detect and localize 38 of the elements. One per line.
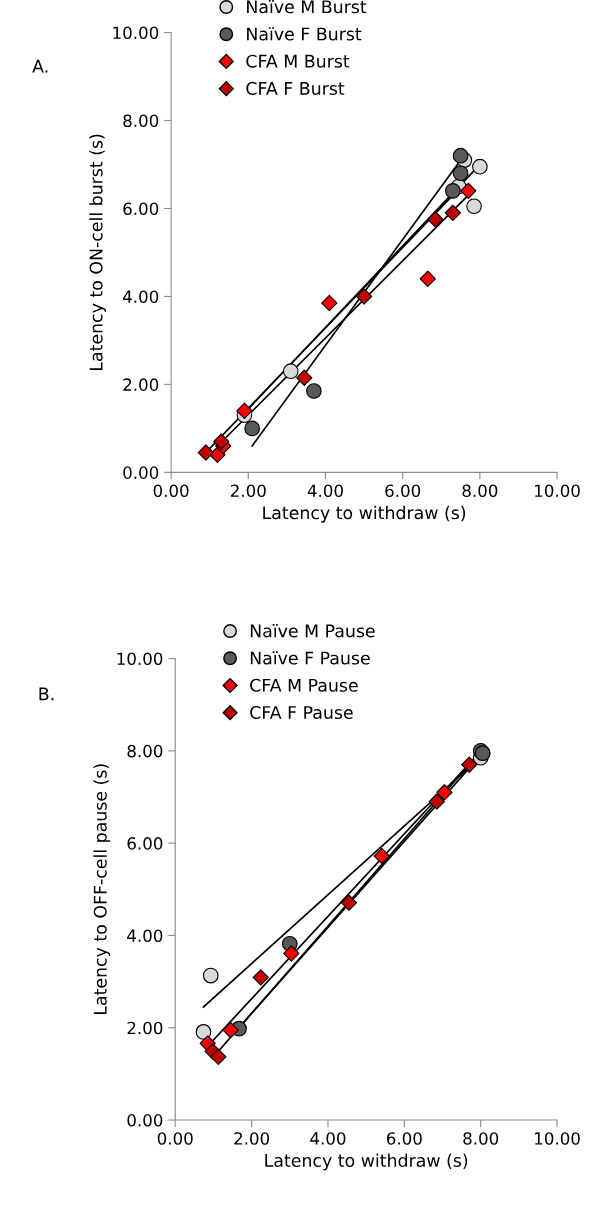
y-tick-label: 2.00 (123, 378, 159, 391)
x-tick-label: 10.00 (535, 484, 580, 498)
y-tick-label: 10.00 (113, 26, 159, 40)
y-tick-label: 10.00 (117, 652, 163, 666)
legend-label: CFA F Burst (246, 81, 345, 95)
x-tick-label: 8.00 (462, 484, 498, 498)
y-tick-label: 8.00 (123, 114, 159, 128)
legend-label: Naïve F Burst (247, 27, 362, 41)
legend-label: Naïve M Burst (247, 0, 367, 14)
y-axis-title: Latency to OFF-cell pause (s) (93, 764, 111, 1015)
x-tick-label: 6.00 (385, 484, 421, 498)
y-tick-label: 0.00 (123, 466, 159, 479)
y-axis-title: Latency to ON-cell burst (s) (89, 134, 107, 370)
x-axis-title: Latency to withdraw (s) (265, 1153, 468, 1171)
x-tick-label: 0.00 (153, 484, 189, 498)
x-tick-label: 0.00 (157, 1132, 193, 1145)
y-tick-label: 6.00 (123, 202, 159, 216)
x-tick-label: 6.00 (386, 1132, 422, 1145)
x-tick-label: 2.00 (230, 484, 266, 498)
y-tick-label: 0.00 (127, 1114, 163, 1127)
x-tick-label: 4.00 (307, 484, 343, 498)
legend-label: CFA M Burst (246, 54, 350, 68)
text: B. (39, 687, 54, 701)
x-axis-title: Latency to withdraw (s) (263, 505, 466, 523)
text: A. (32, 59, 48, 73)
y-tick-label: 4.00 (127, 929, 163, 943)
y-tick-label: 6.00 (127, 837, 163, 850)
legend-label: Naïve F Pause (250, 651, 370, 665)
x-tick-label: 8.00 (463, 1132, 499, 1145)
y-tick-label: 4.00 (122, 290, 159, 303)
x-tick-label: 2.00 (234, 1132, 270, 1145)
y-tick-label: 8.00 (127, 744, 163, 758)
y-tick-label: 2.00 (127, 1021, 163, 1035)
legend-label: Naïve M Pause (250, 623, 375, 638)
legend-label: CFA F Pause (250, 705, 353, 720)
x-tick-label: 10.00 (535, 1132, 580, 1145)
x-tick-label: 4.00 (310, 1132, 346, 1145)
legend-label: CFA M Pause (250, 678, 358, 692)
